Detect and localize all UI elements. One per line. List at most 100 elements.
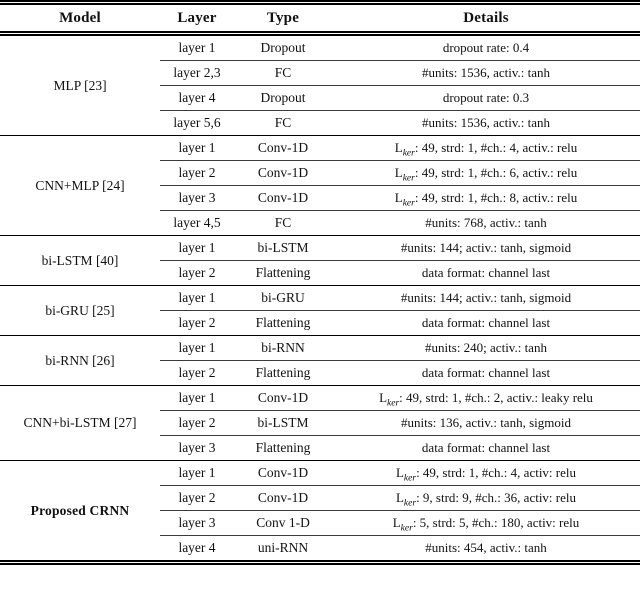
column-header-type: Type	[234, 2, 332, 36]
details-cell: Lker: 49, strd: 1, #ch.: 2, activ.: leak…	[332, 385, 640, 411]
table-row: layer 4 Dropout dropout rate: 0.3	[0, 85, 640, 111]
table-row: bi-GRU [25] layer 1 bi-GRU #units: 144; …	[0, 285, 640, 336]
details-cell: #units: 144; activ.: tanh, sigmoid	[332, 285, 640, 311]
details-cell: #units: 144; activ.: tanh, sigmoid	[332, 235, 640, 261]
type-cell: bi-LSTM	[234, 410, 332, 436]
details-text: dropout rate: 0.3	[442, 90, 530, 105]
layer-cell: layer 2	[160, 310, 234, 336]
details-text: data format: channel last	[421, 440, 551, 455]
layer-cell: layer 2	[160, 410, 234, 436]
details-prefix: L	[394, 165, 403, 180]
details-text: : 5, strd: 5, #ch.: 180, activ: relu	[412, 515, 580, 530]
model-cell: Proposed CRNN	[0, 460, 160, 563]
layer-cell: layer 1	[160, 335, 234, 361]
details-cell: Lker: 49, strd: 1, #ch.: 6, activ.: relu	[332, 160, 640, 186]
type-cell: bi-LSTM	[234, 235, 332, 261]
model-cell: bi-GRU [25]	[0, 285, 160, 336]
layer-cell: layer 1	[160, 33, 234, 61]
details-cell: #units: 1536, activ.: tanh	[332, 110, 640, 136]
type-cell: Conv-1D	[234, 485, 332, 511]
details-subscript: ker	[403, 498, 417, 509]
details-text: : 49, strd: 1, #ch.: 4, activ: relu	[416, 465, 577, 480]
type-cell: Conv-1D	[234, 135, 332, 161]
details-text: #units: 768, activ.: tanh	[425, 215, 547, 230]
details-cell: Lker: 49, strd: 1, #ch.: 4, activ.: relu	[332, 135, 640, 161]
model-cell: bi-RNN [26]	[0, 335, 160, 386]
details-cell: #units: 1536, activ.: tanh	[332, 60, 640, 86]
table-row: layer 2 Conv-1D Lker: 49, strd: 1, #ch.:…	[0, 160, 640, 186]
layer-cell: layer 1	[160, 460, 234, 486]
details-text: dropout rate: 0.4	[442, 40, 530, 55]
header-row: Model Layer Type Details	[0, 2, 640, 36]
details-prefix: L	[395, 490, 404, 505]
model-cell: bi-LSTM [40]	[0, 235, 160, 286]
layer-cell: layer 1	[160, 285, 234, 311]
details-subscript: ker	[400, 523, 413, 534]
details-prefix: L	[395, 465, 404, 480]
type-cell: Conv-1D	[234, 160, 332, 186]
table-row: layer 3 Conv-1D Lker: 49, strd: 1, #ch.:…	[0, 185, 640, 211]
details-cell: Lker: 49, strd: 1, #ch.: 8, activ.: relu	[332, 185, 640, 211]
type-cell: Conv-1D	[234, 385, 332, 411]
details-cell: data format: channel last	[332, 310, 640, 336]
details-text: #units: 1536, activ.: tanh	[421, 65, 551, 80]
details-text: #units: 454, activ.: tanh	[425, 540, 547, 555]
details-cell: Lker: 5, strd: 5, #ch.: 180, activ: relu	[332, 510, 640, 536]
table-row: bi-LSTM [40] layer 1 bi-LSTM #units: 144…	[0, 235, 640, 286]
table-row: layer 3 Conv 1-D Lker: 5, strd: 5, #ch.:…	[0, 510, 640, 536]
table-row: bi-RNN [26] layer 1 bi-RNN #units: 240; …	[0, 335, 640, 386]
model-cell: CNN+MLP [24]	[0, 135, 160, 236]
table-row: Proposed CRNN layer 1 Conv-1D Lker: 49, …	[0, 460, 640, 563]
details-text: : 49, strd: 1, #ch.: 4, activ.: relu	[414, 140, 578, 155]
type-cell: FC	[234, 60, 332, 86]
layer-cell: layer 2	[160, 485, 234, 511]
model-cell: CNN+bi-LSTM [27]	[0, 385, 160, 461]
details-text: data format: channel last	[421, 315, 551, 330]
details-subscript: ker	[403, 473, 417, 484]
details-text: : 9, strd: 9, #ch.: 36, activ: relu	[416, 490, 577, 505]
table-row: layer 2 Flattening data format: channel …	[0, 360, 640, 386]
details-subscript: ker	[402, 148, 415, 159]
details-cell: #units: 454, activ.: tanh	[332, 535, 640, 563]
details-cell: dropout rate: 0.3	[332, 85, 640, 111]
layer-cell: layer 1	[160, 135, 234, 161]
details-text: #units: 144; activ.: tanh, sigmoid	[400, 290, 572, 305]
table-row: CNN+MLP [24] layer 1 Conv-1D Lker: 49, s…	[0, 135, 640, 236]
details-prefix: L	[394, 140, 403, 155]
type-cell: Flattening	[234, 260, 332, 286]
details-text: #units: 144; activ.: tanh, sigmoid	[400, 240, 572, 255]
details-cell: data format: channel last	[332, 360, 640, 386]
details-cell: Lker: 49, strd: 1, #ch.: 4, activ: relu	[332, 460, 640, 486]
type-cell: bi-RNN	[234, 335, 332, 361]
type-cell: Dropout	[234, 85, 332, 111]
type-cell: Flattening	[234, 360, 332, 386]
type-cell: FC	[234, 210, 332, 236]
layer-cell: layer 3	[160, 510, 234, 536]
table-row: layer 2 Conv-1D Lker: 9, strd: 9, #ch.: …	[0, 485, 640, 511]
layer-cell: layer 1	[160, 385, 234, 411]
details-text: : 49, strd: 1, #ch.: 8, activ.: relu	[414, 190, 578, 205]
layer-cell: layer 5,6	[160, 110, 234, 136]
details-prefix: L	[379, 390, 388, 405]
column-header-model: Model	[0, 2, 160, 36]
details-prefix: L	[392, 515, 401, 530]
type-cell: FC	[234, 110, 332, 136]
layer-cell: layer 4	[160, 85, 234, 111]
details-subscript: ker	[387, 398, 400, 409]
details-cell: #units: 768, activ.: tanh	[332, 210, 640, 236]
details-text: #units: 240; activ.: tanh	[425, 340, 547, 355]
layer-cell: layer 4	[160, 535, 234, 563]
type-cell: Conv-1D	[234, 185, 332, 211]
type-cell: Conv 1-D	[234, 510, 332, 536]
table-row: layer 2 bi-LSTM #units: 136, activ.: tan…	[0, 410, 640, 436]
type-cell: uni-RNN	[234, 535, 332, 563]
model-cell: MLP [23]	[0, 33, 160, 136]
details-cell: data format: channel last	[332, 260, 640, 286]
type-cell: Flattening	[234, 310, 332, 336]
details-subscript: ker	[402, 198, 415, 209]
type-cell: Dropout	[234, 33, 332, 61]
table-row: MLP [23] layer 1 Dropout dropout rate: 0…	[0, 33, 640, 136]
layer-cell: layer 2,3	[160, 60, 234, 86]
layer-cell: layer 1	[160, 235, 234, 261]
column-header-details: Details	[332, 2, 640, 36]
